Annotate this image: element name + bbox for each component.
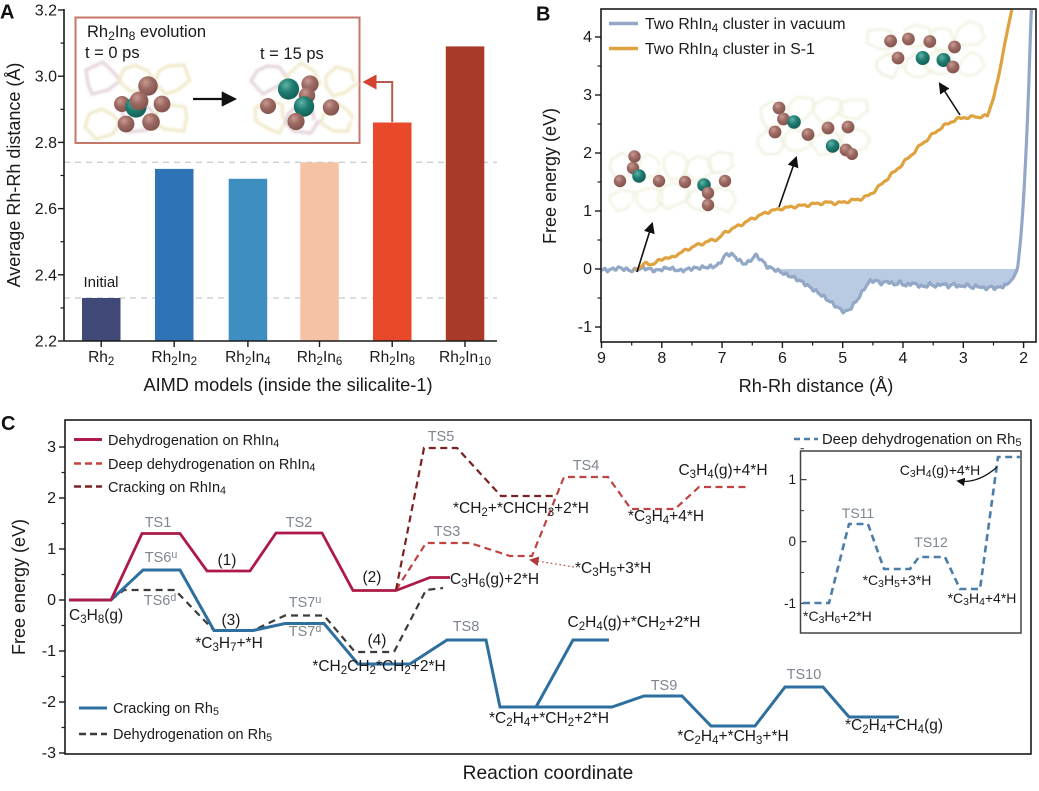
svg-text:TS8: TS8 (453, 619, 480, 635)
svg-text:C3H8(g): C3H8(g) (69, 607, 123, 626)
svg-text:2: 2 (583, 145, 592, 162)
svg-text:*C3H5+3*H: *C3H5+3*H (575, 560, 651, 579)
svg-text:*C2H4+CH4(g): *C2H4+CH4(g) (845, 717, 943, 736)
svg-text:C3H4(g)+4*H: C3H4(g)+4*H (678, 462, 767, 481)
svg-text:3: 3 (583, 87, 592, 104)
svg-text:Rh-Rh distance (Å): Rh-Rh distance (Å) (739, 376, 894, 396)
svg-text:-3: -3 (42, 745, 56, 762)
svg-text:2.4: 2.4 (35, 267, 57, 284)
svg-text:TS10: TS10 (787, 667, 822, 683)
svg-text:Free energy (eV): Free energy (eV) (9, 519, 29, 655)
svg-text:0: 0 (788, 534, 796, 549)
svg-text:Reaction coordinate: Reaction coordinate (463, 763, 634, 784)
svg-text:0: 0 (47, 592, 56, 609)
svg-text:7: 7 (718, 350, 727, 367)
svg-text:1: 1 (788, 472, 796, 487)
svg-text:2: 2 (47, 490, 56, 507)
svg-text:3: 3 (959, 350, 968, 367)
svg-text:Cracking on Rh5: Cracking on Rh5 (113, 701, 219, 718)
svg-text:5: 5 (838, 350, 847, 367)
svg-text:TS6d: TS6d (144, 592, 177, 609)
svg-text:*C3H5+3*H: *C3H5+3*H (863, 572, 932, 590)
svg-text:Initial: Initial (83, 274, 118, 291)
svg-text:3.0: 3.0 (35, 69, 57, 86)
svg-text:C3H6(g)+2*H: C3H6(g)+2*H (450, 571, 539, 590)
svg-text:*CH2+*CHCH3+2*H: *CH2+*CHCH3+2*H (453, 500, 589, 519)
svg-text:*C2H4+*CH2+2*H: *C2H4+*CH2+2*H (489, 710, 609, 729)
svg-text:2.8: 2.8 (35, 135, 57, 152)
svg-text:t = 0 ps: t = 0 ps (85, 44, 140, 62)
svg-text:6: 6 (778, 350, 787, 367)
svg-text:-1: -1 (784, 596, 796, 611)
svg-text:*C3H6+2*H: *C3H6+2*H (803, 608, 872, 626)
svg-text:2: 2 (1019, 350, 1028, 367)
svg-text:TS4: TS4 (573, 458, 600, 474)
svg-text:C3H4(g)+4*H: C3H4(g)+4*H (900, 462, 980, 480)
svg-text:Deep dehydrogenation on Rh5: Deep dehydrogenation on Rh5 (822, 432, 1021, 449)
svg-text:-1: -1 (42, 643, 56, 660)
svg-text:Dehydrogenation on RhIn4: Dehydrogenation on RhIn4 (108, 433, 279, 450)
svg-text:TS7u: TS7u (289, 594, 322, 611)
svg-text:1: 1 (47, 541, 56, 558)
svg-text:2.2: 2.2 (35, 334, 57, 351)
svg-text:TS7d: TS7d (289, 623, 322, 640)
svg-text:Rh2In10: Rh2In10 (439, 349, 491, 368)
svg-text:(1): (1) (218, 552, 237, 569)
svg-text:B: B (536, 4, 550, 26)
svg-text:TS6u: TS6u (145, 549, 178, 566)
svg-text:Rh2In8 evolution: Rh2In8 evolution (87, 23, 206, 43)
svg-text:-2: -2 (42, 694, 56, 711)
svg-text:TS11: TS11 (842, 505, 875, 521)
svg-text:*CH2CH2*CH2+2*H: *CH2CH2*CH2+2*H (312, 658, 445, 677)
svg-text:Free energy (eV): Free energy (eV) (540, 108, 560, 244)
svg-text:TS5: TS5 (428, 429, 455, 445)
svg-text:*C3H4+4*H: *C3H4+4*H (948, 590, 1017, 608)
svg-text:4: 4 (583, 29, 592, 46)
svg-text:8: 8 (657, 350, 666, 367)
svg-text:TS3: TS3 (434, 524, 461, 540)
svg-text:9: 9 (597, 350, 606, 367)
svg-text:TS9: TS9 (651, 678, 678, 694)
svg-text:3.2: 3.2 (35, 3, 57, 20)
svg-text:(3): (3) (222, 612, 241, 629)
svg-text:2.6: 2.6 (35, 201, 57, 218)
svg-text:*C3H7+*H: *C3H7+*H (195, 635, 263, 654)
svg-text:-1: -1 (578, 319, 592, 336)
svg-text:Rh2In8: Rh2In8 (369, 349, 415, 368)
svg-text:C: C (1, 413, 15, 435)
svg-text:Rh2In2: Rh2In2 (151, 349, 197, 368)
svg-text:Dehydrogenation on Rh5: Dehydrogenation on Rh5 (113, 727, 272, 744)
svg-text:Rh2In4: Rh2In4 (225, 349, 271, 368)
svg-text:*C3H4+4*H: *C3H4+4*H (628, 508, 704, 527)
svg-text:0: 0 (583, 261, 592, 278)
svg-text:(4): (4) (368, 632, 387, 649)
svg-text:t = 15 ps: t = 15 ps (260, 45, 324, 63)
svg-text:4: 4 (899, 350, 908, 367)
svg-text:*C2H4+*CH3+*H: *C2H4+*CH3+*H (677, 728, 788, 747)
svg-text:A: A (0, 1, 14, 23)
svg-text:C2H4(g)+*CH2+2*H: C2H4(g)+*CH2+2*H (568, 614, 701, 633)
svg-text:(2): (2) (363, 569, 382, 586)
svg-text:Average Rh-Rh distance (Å): Average Rh-Rh distance (Å) (4, 63, 24, 288)
svg-text:Deep dehydrogenation on RhIn4: Deep dehydrogenation on RhIn4 (108, 457, 316, 474)
svg-text:Two RhIn4 cluster in vacuum: Two RhIn4 cluster in vacuum (645, 16, 846, 35)
svg-text:1: 1 (583, 203, 592, 220)
svg-text:Cracking on RhIn4: Cracking on RhIn4 (108, 480, 226, 497)
svg-text:TS1: TS1 (145, 515, 172, 531)
svg-text:TS12: TS12 (914, 534, 948, 550)
svg-text:TS2: TS2 (286, 515, 313, 531)
svg-text:Rh2: Rh2 (88, 349, 114, 368)
svg-text:Rh2In6: Rh2In6 (297, 349, 343, 368)
svg-text:AIMD models (inside the silica: AIMD models (inside the silicalite-1) (143, 375, 432, 395)
svg-text:Two RhIn4 cluster in S-1: Two RhIn4 cluster in S-1 (645, 41, 815, 60)
svg-text:3: 3 (47, 439, 56, 456)
